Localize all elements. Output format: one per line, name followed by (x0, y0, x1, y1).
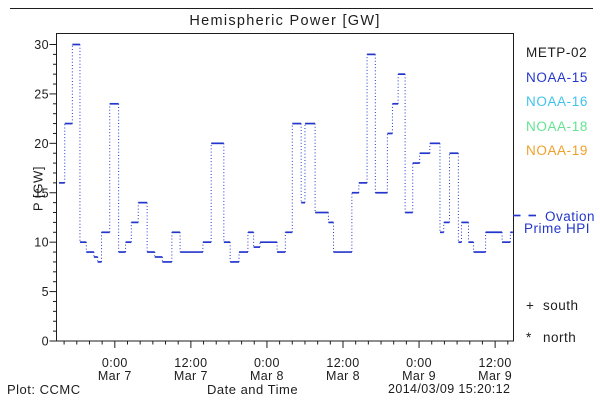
legend-item-noaa-16: NOAA-16 (526, 94, 588, 110)
y-tick-label: 0 (42, 335, 49, 349)
south-marker-label: south (543, 298, 579, 313)
x-tick-label-date: Mar 9 (478, 369, 512, 383)
legend-item-metp-02: METP-02 (526, 45, 588, 60)
x-axis-title: Date and Time (207, 382, 299, 397)
y-tick-label: 25 (34, 87, 49, 101)
x-tick-label-time: 12:00 (326, 356, 359, 370)
legend-item-noaa-15: NOAA-15 (526, 69, 588, 85)
y-tick-label: 15 (34, 186, 49, 200)
footer-credit: Plot: CCMC (7, 382, 81, 397)
legend-item-noaa-18: NOAA-18 (526, 118, 588, 134)
north-marker-label: north (543, 330, 577, 345)
x-tick-label-date: Mar 7 (98, 369, 132, 383)
x-tick-label-time: 0:00 (406, 356, 432, 370)
x-tick-label-time: 0:00 (102, 356, 128, 370)
marker-legend-north: * north (526, 330, 576, 345)
x-tick-label-time: 0:00 (254, 356, 280, 370)
ovation-legend-label-line1: Ovation (545, 209, 596, 224)
plot-box (56, 33, 514, 342)
y-tick-label: 10 (34, 236, 49, 250)
ovation-legend-label-line2: Prime HPI (524, 221, 591, 236)
y-tick-label: 20 (34, 137, 49, 151)
marker-legend-south: + south (526, 298, 579, 313)
x-tick-label-time: 12:00 (174, 356, 207, 370)
x-tick-label-date: Mar 8 (250, 369, 284, 383)
asterisk-marker-icon: * (526, 330, 532, 345)
x-tick-label-date: Mar 8 (326, 369, 360, 383)
legend-item-noaa-19: NOAA-19 (526, 143, 588, 159)
x-tick-label-time: 12:00 (478, 356, 511, 370)
x-tick-label-date: Mar 9 (402, 369, 436, 383)
y-tick-label: 5 (42, 285, 49, 299)
y-tick-label: 30 (34, 38, 49, 52)
plus-marker-icon: + (526, 298, 535, 313)
x-tick-label-date: Mar 7 (174, 369, 208, 383)
chart-title: Hemispheric Power [GW] (189, 13, 381, 29)
y-axis-title: P [GW] (30, 165, 46, 212)
footer-timestamp: 2014/03/09 15:20:12 (388, 382, 511, 396)
